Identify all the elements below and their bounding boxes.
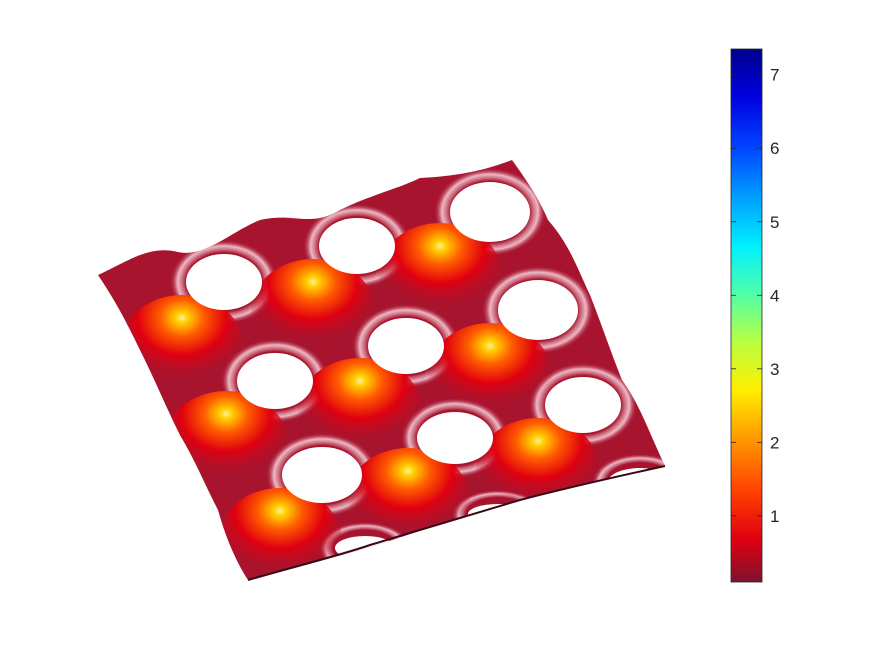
colorbar-tick-label: 4 <box>770 286 779 305</box>
colorbar-tick-label: 7 <box>770 66 779 85</box>
hole-rim <box>592 454 665 510</box>
surface-holes <box>186 182 665 560</box>
colorbar: 1 2 3 4 5 6 7 <box>730 48 779 583</box>
surface-hole <box>237 353 313 409</box>
surface-peak <box>120 295 244 399</box>
colorbar-tick-label: 5 <box>770 213 779 232</box>
surface-peak <box>218 488 342 580</box>
surface-hole <box>319 218 395 274</box>
surface-hole <box>368 318 444 374</box>
colorbar-tick-label: 6 <box>770 139 779 158</box>
surface-hole <box>417 412 493 464</box>
surface-peak <box>428 323 552 427</box>
surface-peak <box>298 358 422 462</box>
surface-front-edge <box>247 465 666 581</box>
surface-hole <box>545 377 621 433</box>
surface-hole <box>498 280 578 340</box>
colorbar-gradient-bar <box>730 48 763 583</box>
surface-peak <box>251 259 375 363</box>
surface-hole <box>282 447 362 503</box>
colorbar-tick-label: 2 <box>770 433 779 452</box>
surface-plot <box>98 160 666 581</box>
colorbar-ticks: 1 2 3 4 5 6 7 <box>731 66 779 526</box>
surface-hole <box>186 254 262 310</box>
surface-hole <box>450 182 530 242</box>
surface-peak <box>378 223 502 327</box>
colorbar-tick-label: 1 <box>770 507 779 526</box>
colorbar-tick-label: 3 <box>770 360 779 379</box>
